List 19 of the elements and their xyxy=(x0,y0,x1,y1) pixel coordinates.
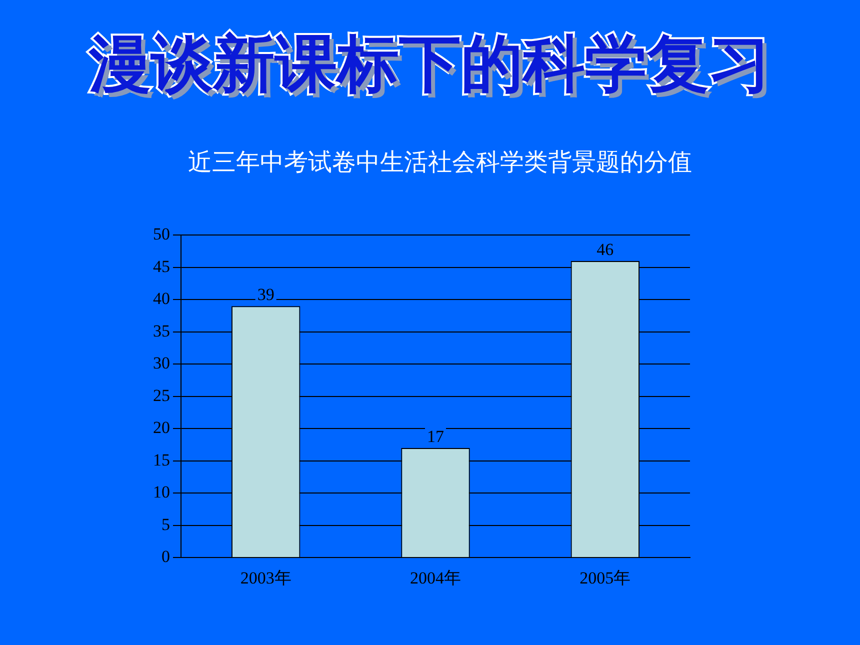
y-tick-label: 50 xyxy=(153,224,170,244)
y-tick-label: 0 xyxy=(162,547,170,566)
x-tick-label: 2003年 xyxy=(240,568,292,588)
y-tick-label: 10 xyxy=(153,482,170,502)
chart-title: 漫谈新课标下的科学复习 xyxy=(88,26,772,102)
data-label: 17 xyxy=(427,426,444,446)
x-tick-label: 2004年 xyxy=(410,568,461,588)
y-tick-label: 45 xyxy=(153,256,170,276)
y-tick-label: 40 xyxy=(153,289,170,308)
y-tick-label: 35 xyxy=(153,321,170,340)
data-label: 39 xyxy=(257,285,274,304)
y-tick-label: 25 xyxy=(153,386,170,405)
chart-subtitle: 近三年中考试卷中生活社会科学类背景题的分值 xyxy=(187,147,693,178)
x-tick-label: 2005年 xyxy=(580,568,631,588)
y-tick-label: 5 xyxy=(162,514,170,534)
data-label: 46 xyxy=(596,240,614,259)
y-tick-label: 30 xyxy=(153,354,170,373)
y-tick-label: 20 xyxy=(153,418,170,438)
y-tick-label: 15 xyxy=(153,450,170,470)
